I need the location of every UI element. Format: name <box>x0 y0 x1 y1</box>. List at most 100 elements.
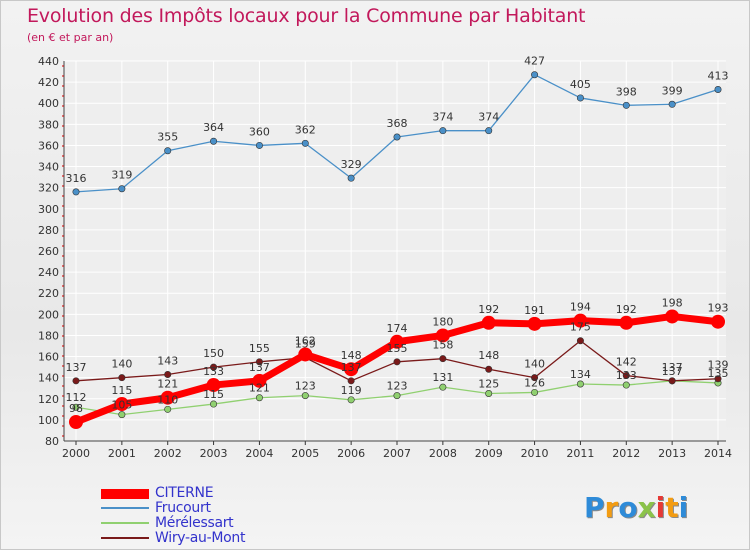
data-point <box>344 362 359 377</box>
data-point <box>622 372 630 380</box>
data-label: 155 <box>249 342 270 355</box>
y-tick-label: 160 <box>38 351 59 364</box>
y-tick-label: 240 <box>38 266 59 279</box>
data-point <box>298 347 313 362</box>
data-label: 368 <box>387 117 408 130</box>
data-label: 316 <box>66 172 87 185</box>
data-label: 405 <box>570 78 591 91</box>
data-point <box>714 86 722 94</box>
data-label: 148 <box>478 349 499 362</box>
data-label: 175 <box>570 321 591 334</box>
data-label: 121 <box>157 378 178 391</box>
y-tick-label: 120 <box>38 393 59 406</box>
x-tick-label: 2002 <box>154 447 182 460</box>
legend-item-wiry[interactable]: Wiry-au-Mont <box>101 530 341 546</box>
x-tick-label: 2009 <box>475 447 503 460</box>
data-label: 137 <box>66 361 87 374</box>
data-point <box>164 147 172 155</box>
y-tick-label: 420 <box>38 76 59 89</box>
data-point <box>576 94 584 102</box>
y-tick-label: 260 <box>38 245 59 258</box>
data-label: 398 <box>616 85 637 98</box>
data-label: 427 <box>524 55 545 68</box>
x-tick-label: 2013 <box>658 447 686 460</box>
data-point <box>118 411 126 419</box>
legend-item-citerne[interactable]: CITERNE <box>101 485 341 501</box>
data-label: 115 <box>203 388 224 401</box>
data-point <box>160 390 175 405</box>
chart-title: Evolution des Impôts locaux pour la Comm… <box>27 5 586 27</box>
data-label: 110 <box>157 393 178 406</box>
data-point <box>210 400 218 408</box>
legend: CITERNE Frucourt Mérélessart Wiry-au-Mon… <box>101 485 341 546</box>
data-label: 374 <box>478 111 499 124</box>
data-label: 133 <box>203 365 224 378</box>
data-label: 137 <box>662 361 683 374</box>
y-tick-label: 300 <box>38 203 59 216</box>
data-point <box>573 313 588 328</box>
data-label: 159 <box>295 338 316 351</box>
proxiti-logo: Proxiti <box>584 491 689 524</box>
x-tick-label: 2003 <box>200 447 228 460</box>
legend-item-frucourt[interactable]: Frucourt <box>101 500 341 516</box>
x-tick-label: 2001 <box>108 447 136 460</box>
data-label: 125 <box>478 378 499 391</box>
data-label: 148 <box>341 349 362 362</box>
legend-label-frucourt: Frucourt <box>155 500 211 516</box>
data-label: 174 <box>387 322 408 335</box>
data-point <box>485 365 493 373</box>
data-point <box>531 71 539 79</box>
data-label: 374 <box>432 111 453 124</box>
data-label: 115 <box>111 384 132 397</box>
data-label: 121 <box>249 382 270 395</box>
data-point <box>164 370 172 378</box>
data-point <box>164 405 172 413</box>
data-point <box>485 389 493 397</box>
data-point <box>531 388 539 396</box>
x-tick-label: 2012 <box>612 447 640 460</box>
y-tick-label: 280 <box>38 224 59 237</box>
legend-swatch-frucourt <box>101 507 149 509</box>
legend-label-wiry: Wiry-au-Mont <box>155 530 246 546</box>
y-tick-label: 360 <box>38 139 59 152</box>
data-label: 137 <box>662 365 683 378</box>
data-label: 126 <box>524 376 545 389</box>
data-point <box>301 139 309 147</box>
x-tick-label: 2011 <box>566 447 594 460</box>
data-label: 362 <box>295 123 316 136</box>
x-tick-label: 2004 <box>245 447 273 460</box>
data-label: 123 <box>295 380 316 393</box>
data-label: 158 <box>432 339 453 352</box>
data-point <box>481 315 496 330</box>
x-tick-label: 2006 <box>337 447 365 460</box>
data-point <box>255 358 263 366</box>
y-tick-label: 200 <box>38 308 59 321</box>
data-label: 191 <box>524 304 545 317</box>
data-label: 180 <box>432 315 453 328</box>
data-label: 192 <box>616 303 637 316</box>
data-label: 194 <box>570 301 591 314</box>
data-label: 98 <box>69 402 83 415</box>
data-point <box>668 100 676 108</box>
data-point <box>72 377 80 385</box>
data-point <box>118 185 126 193</box>
data-label: 198 <box>662 296 683 309</box>
data-label: 413 <box>708 70 729 83</box>
data-point <box>347 377 355 385</box>
data-point <box>72 188 80 196</box>
legend-swatch-wiry <box>101 537 149 539</box>
data-point <box>527 316 542 331</box>
data-point <box>665 309 680 324</box>
legend-item-merelessart[interactable]: Mérélessart <box>101 515 341 531</box>
y-tick-label: 140 <box>38 372 59 385</box>
x-tick-label: 2005 <box>291 447 319 460</box>
y-tick-label: 380 <box>38 118 59 131</box>
data-point <box>347 396 355 404</box>
data-point <box>485 127 493 135</box>
data-point <box>114 397 129 412</box>
data-point <box>393 133 401 141</box>
data-label: 192 <box>478 303 499 316</box>
data-label: 150 <box>203 347 224 360</box>
data-label: 135 <box>708 367 729 380</box>
data-label: 364 <box>203 121 224 134</box>
